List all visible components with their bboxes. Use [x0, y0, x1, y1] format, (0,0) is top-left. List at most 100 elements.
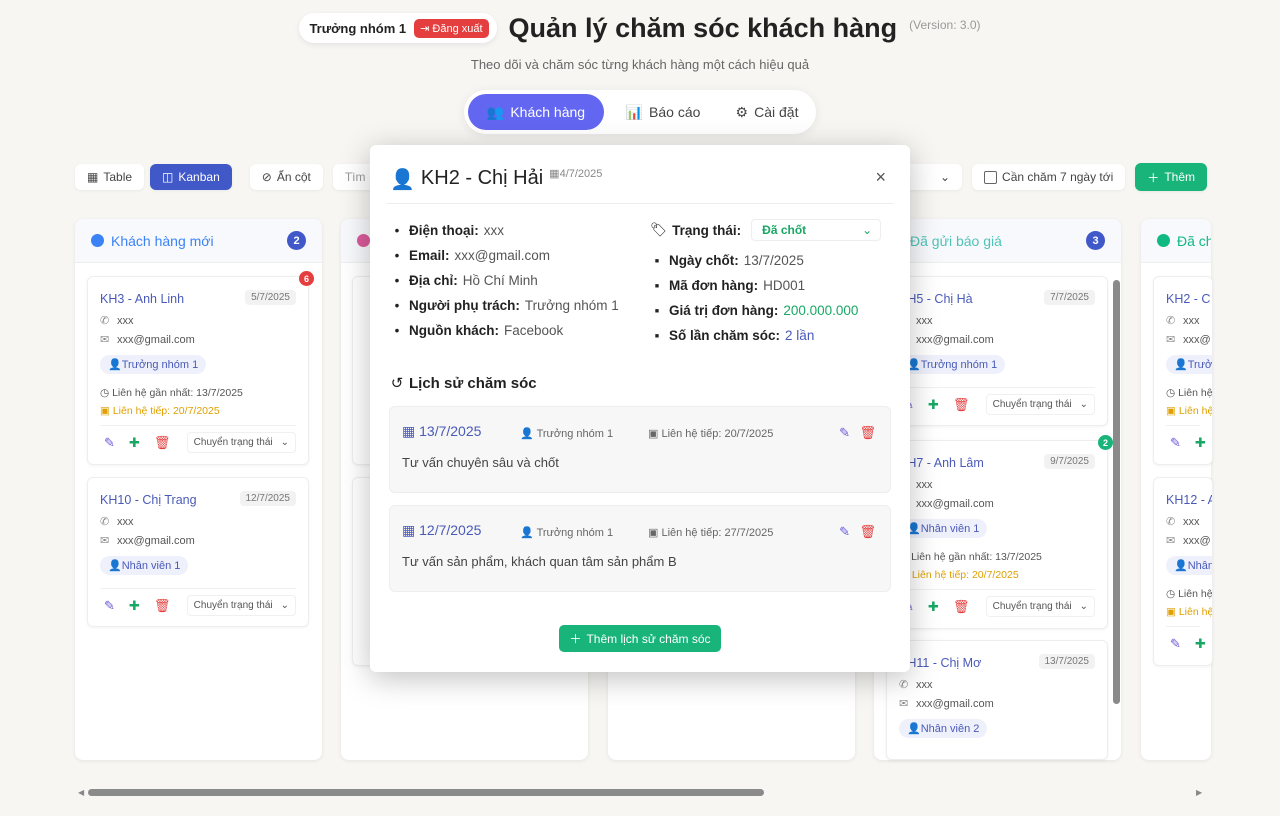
edit-icon[interactable]: ✎ — [839, 425, 850, 440]
scroll-right-arrow[interactable]: ▶ — [1196, 788, 1203, 797]
trash-icon[interactable]: 🗑 — [859, 425, 876, 440]
user-icon: 👤 — [1174, 560, 1188, 572]
customer-name[interactable]: KH2 - C — [1166, 292, 1211, 306]
envelope-icon: ✉ — [1166, 334, 1176, 346]
history-date: ▦ 13/7/2025 — [402, 423, 482, 439]
phone-icon: ✆ — [1166, 315, 1176, 327]
trash-icon[interactable]: 🗑 — [859, 524, 876, 539]
last-contact: ◷ Liên hệ — [1166, 387, 1213, 399]
created-date: 5/7/2025 — [245, 290, 296, 305]
add-care-icon[interactable]: ✚ — [927, 396, 939, 412]
customer-card[interactable]: KH7 - Anh Lâm 9/7/2025 ✆xxx ✉xxx@gmail.c… — [886, 435, 1113, 629]
move-status-select[interactable]: Chuyển trạng thái ⌄ — [985, 596, 1095, 617]
add-care-icon[interactable]: ✚ — [128, 434, 140, 450]
envelope-icon: ✉ — [1166, 535, 1176, 547]
phone-icon: ✆ — [1166, 516, 1176, 528]
horizontal-scrollbar[interactable] — [88, 789, 764, 796]
clock-icon: ◷ — [100, 387, 113, 399]
customer-name[interactable]: KH12 - A — [1166, 493, 1213, 507]
history-icon: ↺ — [390, 375, 404, 392]
edit-icon[interactable]: ✎ — [1170, 434, 1181, 450]
calendar-plus-icon: ▣ — [648, 428, 662, 440]
trash-icon[interactable]: 🗑 — [952, 396, 970, 412]
customer-name[interactable]: KH10 - Chị Trang — [100, 493, 197, 507]
customer-card[interactable]: KH12 - A ✆ xxx ✉ xxx@ 👤Nhân ◷ Liên hệ ▣ Li… — [1153, 477, 1213, 666]
user-icon: 👤 — [520, 527, 537, 539]
logout-button[interactable]: ⇥ Đăng xuất — [414, 18, 489, 38]
customer-card[interactable]: KH3 - Anh Linh 5/7/2025 ✆ xxx ✉ xxx@gmail.… — [87, 271, 314, 465]
chevron-down-icon: ⌄ — [1079, 601, 1088, 612]
hide-columns-button[interactable]: ⊘ Ẩn cột — [249, 164, 323, 190]
table-icon: ▦ — [87, 170, 99, 184]
chevron-down-icon: ⌄ — [939, 170, 951, 184]
customer-name[interactable]: KH11 - Chị Mơ — [899, 656, 982, 670]
kanban-view-button[interactable]: ◫ Kanban — [150, 164, 232, 190]
add-care-icon[interactable]: ✚ — [927, 598, 939, 614]
toolbar-right: ⌄ Cần chăm 7 ngày tới ＋ Thêm — [870, 162, 1207, 192]
close-button[interactable]: × — [875, 167, 886, 187]
due-filter-checkbox[interactable]: Cần chăm 7 ngày tới — [972, 164, 1126, 190]
assignee-badge: 👤Nhân viên 1 — [899, 519, 988, 538]
move-status-select[interactable]: Chuyển trạng thái ⌄ — [186, 432, 296, 453]
clock-icon: ◷ — [1166, 387, 1179, 399]
scroll-left-arrow[interactable]: ◀ — [78, 788, 85, 797]
users-icon: 👥 — [486, 103, 505, 120]
move-status-select[interactable]: Chuyển trạng thái ⌄ — [186, 595, 296, 616]
card-actions: ✎✚🗑Chuyển trạng thái⌄ — [899, 387, 1095, 421]
user-icon: 👤 — [907, 723, 921, 735]
share-icon: • — [394, 323, 400, 338]
eye-slash-icon: ⊘ — [261, 170, 272, 184]
last-contact: ◷ Liên hệ gần nhất: 13/7/2025 — [899, 551, 1042, 563]
move-status-select[interactable]: Chuyển trạng thái ⌄ — [985, 394, 1095, 415]
user-icon: 👤 — [907, 523, 921, 535]
user-icon: • — [394, 298, 400, 313]
add-history-button[interactable]: ＋ Thêm lịch sử chăm sóc — [559, 625, 721, 652]
customer-name[interactable]: KH7 - Anh Lâm — [899, 456, 984, 470]
assignee-badge: 👤Trưởng nhóm 1 — [899, 355, 1006, 374]
chart-bar-icon: 📊 — [625, 103, 644, 120]
edit-icon[interactable]: ✎ — [104, 597, 115, 613]
detail-field: • Email: xxx@gmail.com — [390, 248, 550, 263]
customer-card[interactable]: KH5 - Chị Hà 7/7/2025 ✆xxx ✉xxx@gmail.co… — [886, 276, 1108, 426]
customer-name[interactable]: KH3 - Anh Linh — [100, 292, 185, 306]
tab-settings[interactable]: ⚙ Cài đặt — [735, 103, 799, 121]
calendar-plus-icon: ▣ — [100, 405, 113, 417]
edit-icon[interactable]: ✎ — [839, 524, 850, 539]
detail-field: • Điện thoại: xxx — [390, 223, 504, 238]
tab-customers[interactable]: 👥 Khách hàng — [468, 94, 604, 130]
customer-name[interactable]: KH5 - Chị Hà — [899, 292, 973, 306]
column-scrollbar[interactable] — [1113, 280, 1120, 704]
checkbox[interactable] — [984, 170, 998, 184]
table-view-button[interactable]: ▦ Table — [75, 164, 145, 190]
logout-icon: ⇥ — [420, 22, 433, 35]
customer-card[interactable]: KH10 - Chị Trang 12/7/2025 ✆ xxx ✉ xxx@gma… — [87, 477, 309, 627]
calendar-plus-icon: ▣ — [1166, 405, 1179, 417]
add-customer-button[interactable]: ＋ Thêm — [1135, 163, 1207, 191]
edit-icon[interactable]: ✎ — [104, 434, 115, 450]
history-entry: ▦ 13/7/2025 👤 Trưởng nhóm 1 ▣ Liên hệ ti… — [389, 406, 891, 493]
trash-icon[interactable]: 🗑 — [153, 597, 171, 613]
created-date: 12/7/2025 — [239, 491, 296, 506]
user-icon: 👤 — [108, 359, 122, 371]
created-date: 13/7/2025 — [1038, 654, 1095, 669]
add-care-icon[interactable]: ✚ — [1194, 434, 1206, 450]
status-select[interactable]: Đã chốt ⌄ — [751, 219, 882, 241]
edit-icon[interactable]: ✎ — [1170, 635, 1181, 651]
customer-detail-modal: 👤 KH2 - Chị Hải ▦4/7/2025 × • Điện thoại: xx… — [370, 145, 910, 672]
tab-reports[interactable]: 📊 Báo cáo — [625, 103, 701, 121]
detail-field: ▪ Ngày chốt: 13/7/2025 — [650, 253, 804, 268]
user-icon: 👤 — [108, 560, 122, 572]
trash-icon[interactable]: 🗑 — [153, 434, 171, 450]
trash-icon[interactable]: 🗑 — [952, 598, 970, 614]
add-care-icon[interactable]: ✚ — [1194, 635, 1206, 651]
customer-card[interactable]: KH11 - Chị Mơ 13/7/2025 ✆ xxx ✉ xxx@gmail.… — [886, 640, 1108, 760]
created-date: 7/7/2025 — [1044, 290, 1095, 305]
chevron-down-icon: ⌄ — [1079, 399, 1088, 410]
add-care-icon[interactable]: ✚ — [128, 597, 140, 613]
customer-card[interactable]: KH2 - C ✆ xxx ✉ xxx@ 👤Trưở ◷ Liên hệ ▣ Liê… — [1153, 276, 1213, 465]
calendar-icon: ▦ — [402, 522, 420, 538]
phone-icon: ✆ — [100, 516, 110, 528]
phone-icon: ✆ — [100, 315, 110, 327]
next-contact: ▣ Liên hệ tiếp: 20/7/2025 — [100, 405, 220, 417]
envelope-icon: • — [394, 248, 400, 263]
